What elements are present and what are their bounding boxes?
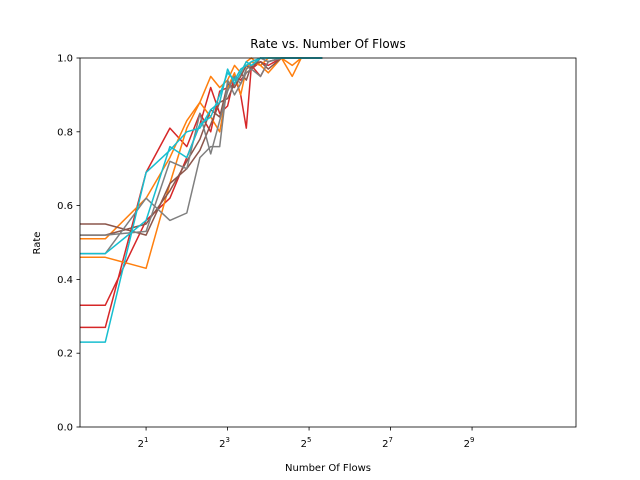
series-line-4 bbox=[80, 57, 323, 240]
chart-title: Rate vs. Number Of Flows bbox=[250, 37, 405, 51]
x-tick-label-2: 23 bbox=[219, 436, 230, 450]
y-tick-label-2: 0.2 bbox=[57, 349, 73, 360]
x-tick-base: 2 bbox=[301, 439, 307, 450]
x-tick-base: 2 bbox=[219, 439, 225, 450]
x-tick-label-1: 21 bbox=[138, 436, 149, 450]
x-tick-base: 2 bbox=[464, 439, 470, 450]
x-tick-label-3: 25 bbox=[301, 436, 312, 450]
x-axis-ticks: 21 23 25 27 29 bbox=[138, 427, 475, 450]
x-tick-base: 2 bbox=[382, 439, 388, 450]
y-tick-label-5: 0.8 bbox=[57, 127, 73, 138]
x-tick-exponent: 1 bbox=[144, 436, 148, 444]
y-tick-label-1: 0.0 bbox=[57, 423, 73, 434]
x-tick-label-4: 27 bbox=[382, 436, 393, 450]
x-tick-exponent: 3 bbox=[226, 436, 230, 444]
x-axis-label: Number Of Flows bbox=[285, 463, 371, 474]
x-tick-exponent: 7 bbox=[389, 436, 393, 444]
y-axis-label: Rate bbox=[32, 232, 43, 255]
plot-frame bbox=[79, 57, 577, 428]
x-tick-base: 2 bbox=[138, 439, 144, 450]
y-tick-label-6: 1.0 bbox=[57, 54, 73, 65]
y-axis-ticks: 0.0 0.2 0.4 0.6 0.8 1.0 bbox=[57, 54, 80, 434]
series-line-3 bbox=[80, 57, 323, 270]
x-tick-exponent: 5 bbox=[307, 436, 311, 444]
x-tick-label-5: 29 bbox=[464, 436, 475, 450]
x-tick-exponent: 9 bbox=[470, 436, 474, 444]
y-tick-label-4: 0.6 bbox=[57, 201, 73, 212]
y-tick-label-3: 0.4 bbox=[57, 275, 73, 286]
